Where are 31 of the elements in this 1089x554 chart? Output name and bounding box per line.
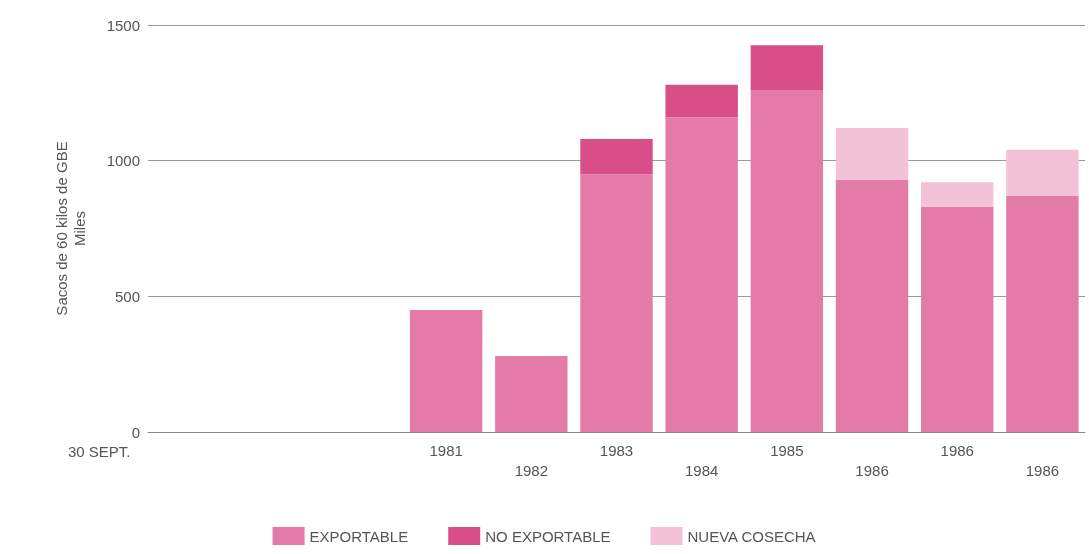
bar xyxy=(665,117,738,432)
x-tick-label: 1986 xyxy=(1025,461,1060,479)
x-tick-label: 1982 xyxy=(514,461,549,479)
x-tick-label: 1985 xyxy=(770,441,804,459)
x-tick-label: 1981 xyxy=(429,441,463,459)
bar xyxy=(1006,149,1079,196)
legend-label: NO EXPORTABLE xyxy=(485,527,611,545)
bar xyxy=(495,356,568,432)
x-tick-label: 1986 xyxy=(940,441,974,459)
x-tick-label: 1984 xyxy=(684,461,719,479)
y-axis-title: Sacos de 60 kilos de GBE Miles xyxy=(52,141,88,316)
bar xyxy=(835,128,909,180)
bar xyxy=(835,179,909,432)
legend-label: EXPORTABLE xyxy=(309,527,409,545)
bar xyxy=(580,174,653,432)
bar xyxy=(665,84,738,118)
y-tick-label: 1500 xyxy=(106,16,140,34)
y-tick-label: 500 xyxy=(114,287,140,305)
x-tick-label: 1983 xyxy=(599,441,634,459)
bar xyxy=(580,138,653,175)
bar xyxy=(921,182,994,207)
x-axis-title: 30 SEPT. xyxy=(68,443,131,460)
bar xyxy=(750,45,824,91)
y-tick-label: 1000 xyxy=(106,152,140,170)
y-tick-label: 0 xyxy=(131,423,140,441)
bar xyxy=(409,309,483,432)
bar xyxy=(921,206,994,432)
x-tick-label: 1986 xyxy=(855,461,889,479)
bar xyxy=(1006,195,1079,432)
legend-label: NUEVA COSECHA xyxy=(687,527,816,545)
bar xyxy=(750,90,824,432)
